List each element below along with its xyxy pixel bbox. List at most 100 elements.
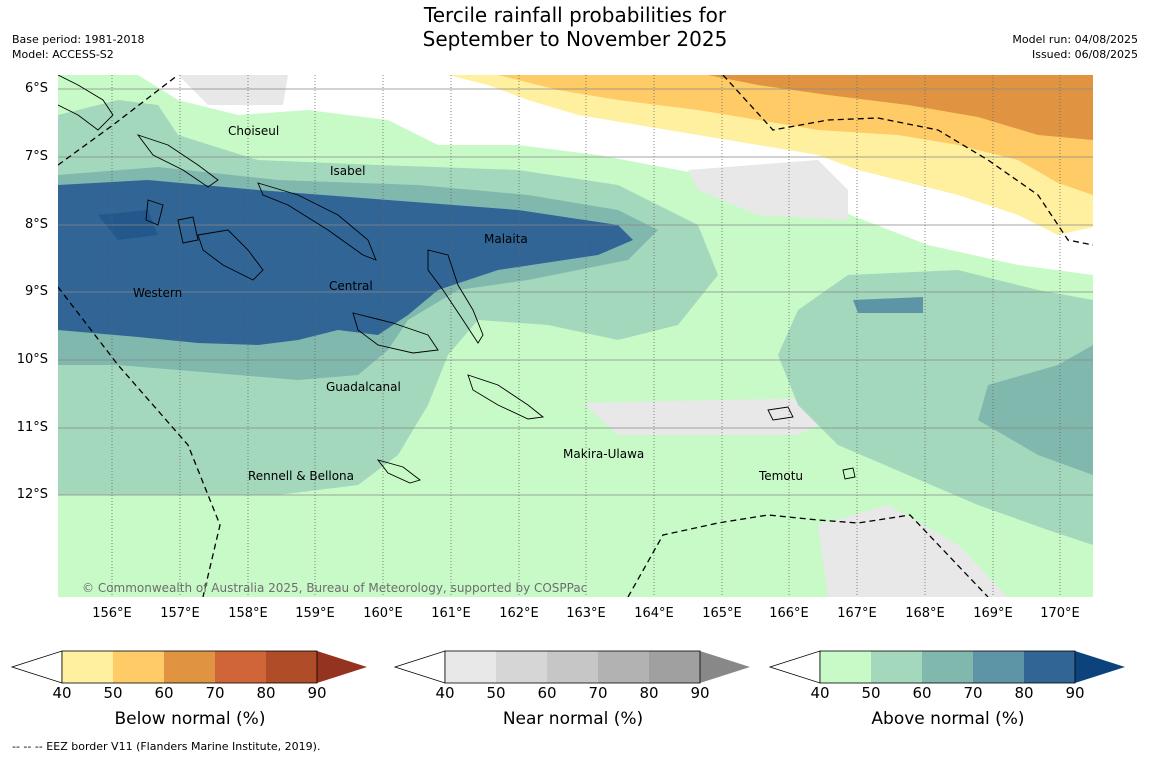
band-near-north <box>178 75 288 105</box>
below-swatch-40 <box>62 651 113 683</box>
lon-label-164e: 164°E <box>634 606 674 621</box>
lon-label-165e: 165°E <box>702 606 742 621</box>
below-arrow-high <box>317 651 367 683</box>
above-tick-90: 90 <box>1065 684 1085 702</box>
lon-label-168e: 168°E <box>905 606 945 621</box>
colorbar-above <box>768 650 1125 684</box>
lon-label-167e: 167°E <box>837 606 877 621</box>
above-tick-50: 50 <box>861 684 881 702</box>
lat-label-6s: 6°S <box>24 81 48 96</box>
chart-title: Tercile rainfall probabilities for Septe… <box>375 3 775 51</box>
near-tick-90: 90 <box>690 684 710 702</box>
map-svg <box>58 75 1093 597</box>
region-choiseul: Choiseul <box>228 124 280 138</box>
lat-label-10s: 10°S <box>16 352 48 367</box>
model-name: Model: ACCESS-S2 <box>12 48 114 61</box>
base-period: Base period: 1981-2018 <box>12 33 145 46</box>
model-run-date: Model run: 04/08/2025 <box>1012 33 1138 46</box>
below-swatch-70 <box>215 651 266 683</box>
eez-segment-sw <box>58 286 221 597</box>
colorbar-near <box>393 650 750 684</box>
region-temotu: Temotu <box>759 469 804 483</box>
lon-label-160e: 160°E <box>363 606 403 621</box>
run-info: Model run: 04/08/2025 Issued: 06/08/2025 <box>1012 32 1138 62</box>
near-arrow-high <box>700 651 750 683</box>
near-normal-title: Near normal (%) <box>502 709 644 729</box>
above-swatch-60 <box>922 651 973 683</box>
eez-segment-nw <box>58 75 179 166</box>
near-tick-40: 40 <box>435 684 455 702</box>
choiseul-island <box>136 134 219 188</box>
lon-label-169e: 169°E <box>973 606 1013 621</box>
above-swatch-40 <box>820 651 871 683</box>
region-makira-ulawa: Makira-Ulawa <box>563 447 645 461</box>
above-normal-title: Above normal (%) <box>871 709 1025 729</box>
band-above-50-east <box>778 270 1093 545</box>
guadalcanal-island <box>352 312 439 354</box>
below-swatch-80 <box>266 651 317 683</box>
isabel-island <box>257 182 377 261</box>
region-isabel: Isabel <box>330 164 366 178</box>
near-swatch-50 <box>496 651 547 683</box>
lon-label-166e: 166°E <box>769 606 809 621</box>
above-tick-60: 60 <box>912 684 932 702</box>
malaita-island <box>427 249 484 344</box>
title-line-2: September to November 2025 <box>422 27 728 51</box>
bougainville-island <box>58 75 114 131</box>
band-above-70-east <box>853 297 923 313</box>
region-central: Central <box>329 279 373 293</box>
below-normal-title: Below normal (%) <box>114 709 266 729</box>
above-swatch-70 <box>973 651 1024 683</box>
near-swatch-70 <box>598 651 649 683</box>
region-rennell-bellona: Rennell & Bellona <box>248 469 355 483</box>
lon-label-157e: 157°E <box>160 606 200 621</box>
near-swatch-60 <box>547 651 598 683</box>
band-above-60-east <box>978 345 1093 475</box>
below-tick-90: 90 <box>307 684 327 702</box>
above-tick-40: 40 <box>810 684 830 702</box>
islands <box>58 75 856 484</box>
lon-label-162e: 162°E <box>499 606 539 621</box>
lat-label-11s: 11°S <box>16 420 48 435</box>
band-above-70-west <box>58 180 633 345</box>
near-tick-80: 80 <box>639 684 659 702</box>
near-arrow-low <box>393 650 446 684</box>
lon-label-158e: 158°E <box>228 606 268 621</box>
colorbars <box>10 650 1125 684</box>
lon-label-159e: 159°E <box>295 606 335 621</box>
below-tick-60: 60 <box>154 684 174 702</box>
latitude-lines <box>58 88 1093 496</box>
above-arrow-low <box>768 650 821 684</box>
title-line-1: Tercile rainfall probabilities for <box>423 3 727 27</box>
longitude-lines <box>111 75 1061 597</box>
below-tick-70: 70 <box>205 684 225 702</box>
region-guadalcanal: Guadalcanal <box>326 380 401 394</box>
makira-island <box>467 374 545 420</box>
above-arrow-high <box>1075 651 1125 683</box>
above-tick-80: 80 <box>1014 684 1034 702</box>
copyright-notice: © Commonwealth of Australia 2025, Bureau… <box>82 581 588 595</box>
vella-lavella-island <box>145 199 164 226</box>
near-tick-70: 70 <box>588 684 608 702</box>
above-frame <box>819 650 1076 684</box>
new-georgia-island <box>197 229 264 281</box>
below-frame <box>61 650 318 684</box>
issued-date: Issued: 06/08/2025 <box>1031 48 1138 61</box>
kolombangara-island <box>177 216 199 244</box>
lon-label-156e: 156°E <box>92 606 132 621</box>
below-tick-50: 50 <box>103 684 123 702</box>
below-swatch-60 <box>164 651 215 683</box>
eez-border <box>58 75 1093 597</box>
lat-label-9s: 9°S <box>24 284 48 299</box>
above-swatch-80 <box>1024 651 1075 683</box>
lon-label-161e: 161°E <box>431 606 471 621</box>
near-swatch-40 <box>445 651 496 683</box>
rennell-island <box>376 459 421 484</box>
region-malaita: Malaita <box>484 232 528 246</box>
lat-label-12s: 12°S <box>16 487 48 502</box>
below-arrow-low <box>10 650 63 684</box>
vanikoro-island <box>842 467 856 480</box>
eez-segment-ne <box>722 75 1093 246</box>
lon-label-163e: 163°E <box>566 606 606 621</box>
band-near-south <box>583 398 838 435</box>
